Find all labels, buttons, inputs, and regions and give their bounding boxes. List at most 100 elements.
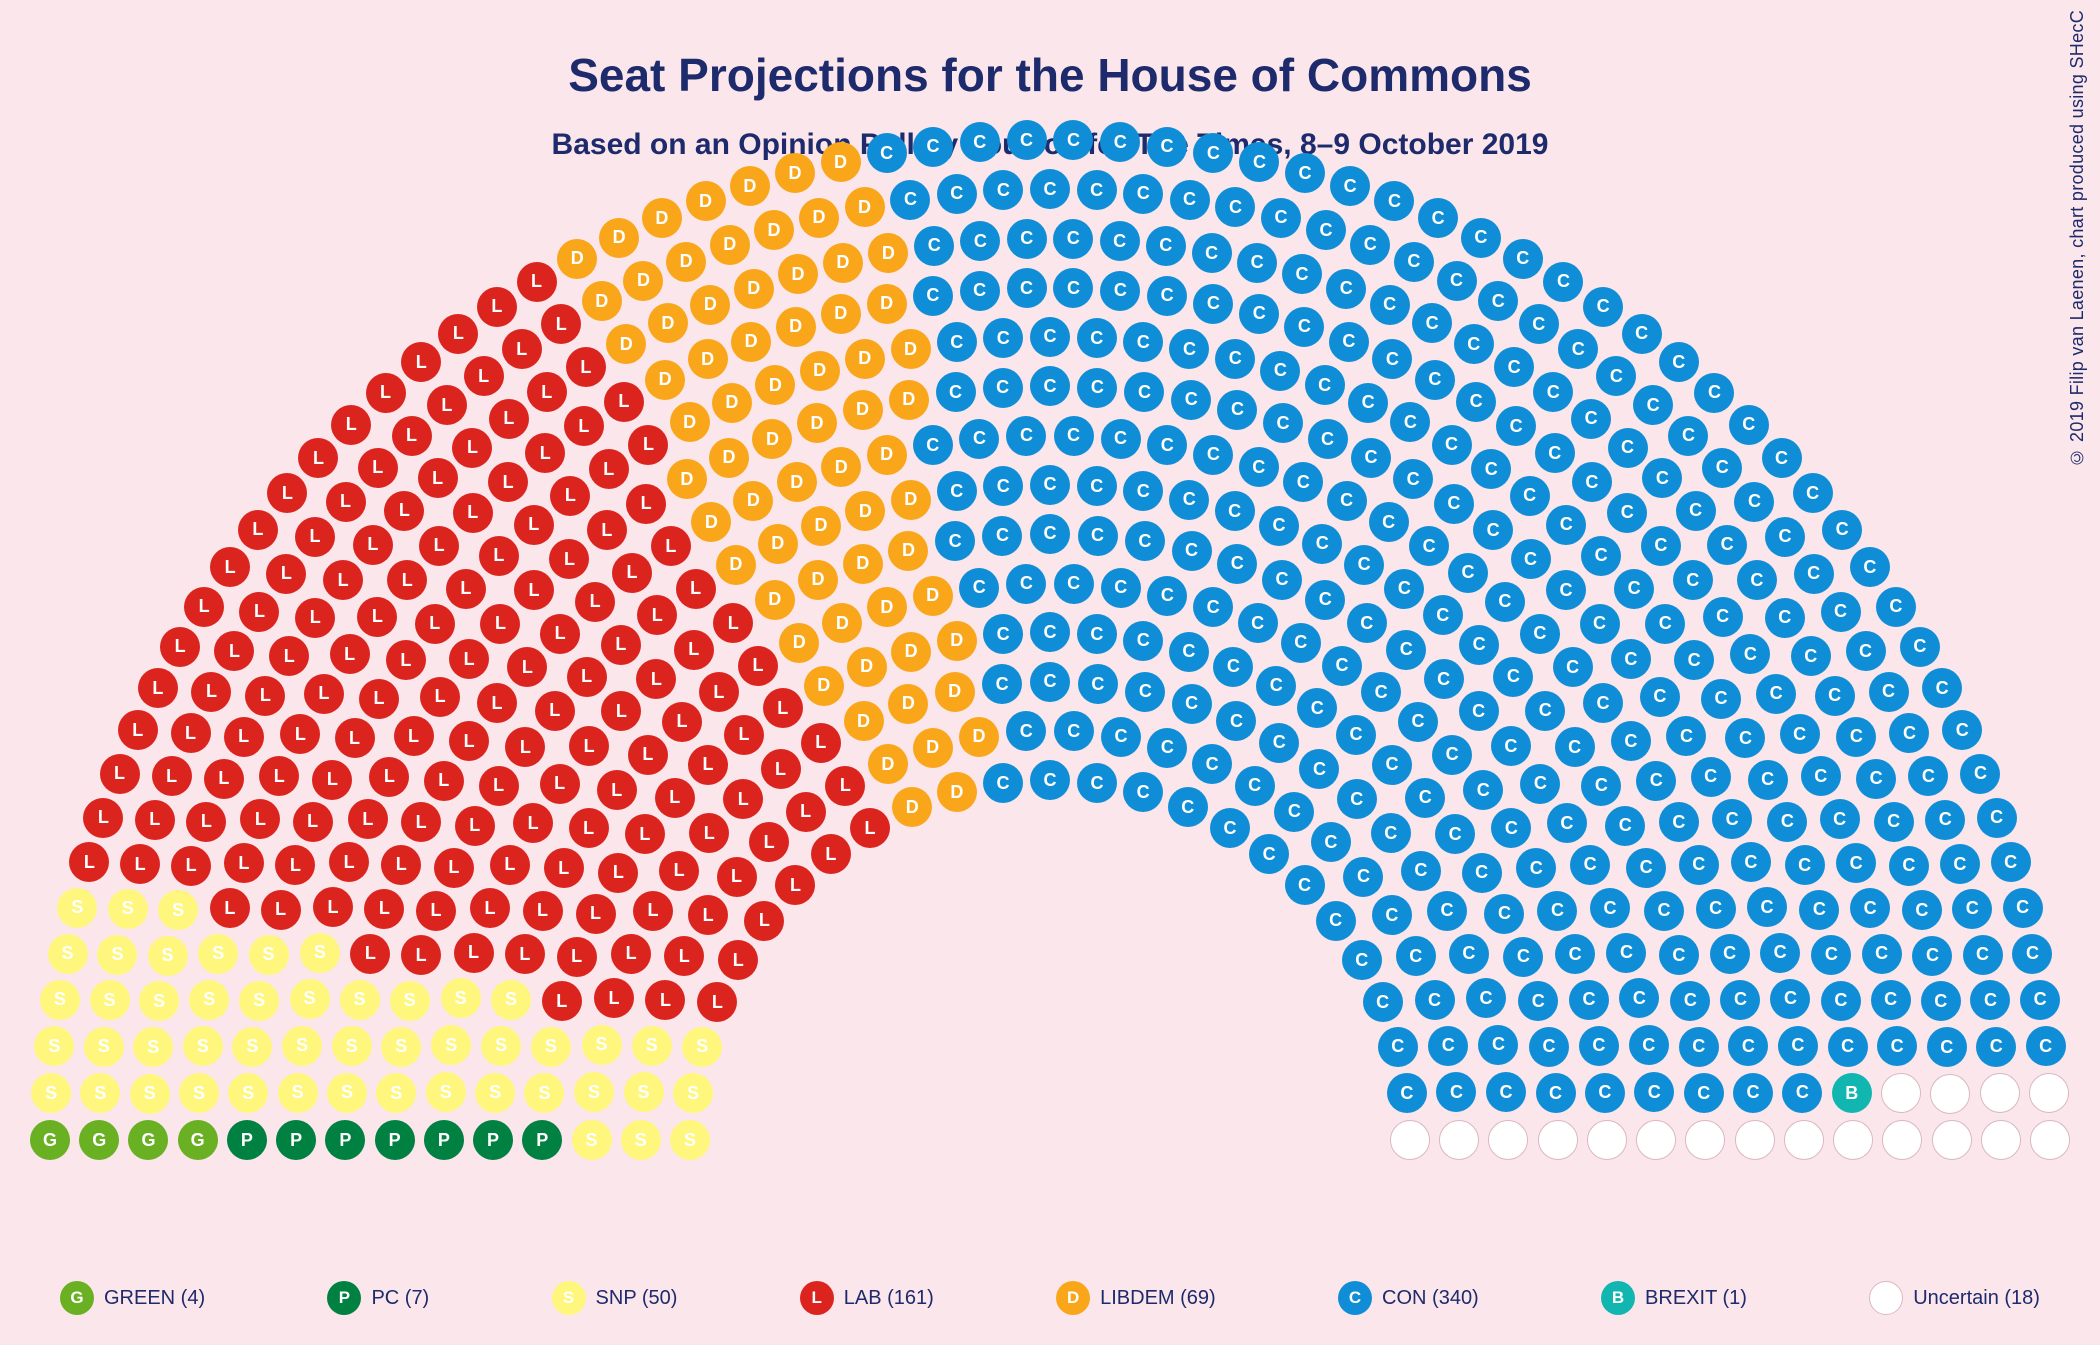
seat-con: C: [1520, 764, 1560, 804]
seat-lab: L: [100, 754, 140, 794]
seat-con: C: [1519, 304, 1559, 344]
seat-libdem: D: [801, 506, 841, 546]
legend-dot-pc: P: [327, 1281, 361, 1315]
seat-con: C: [1636, 761, 1676, 801]
seat-lab: L: [597, 770, 637, 810]
seat-lab: L: [446, 569, 486, 609]
seat-con: C: [1302, 524, 1342, 564]
seat-libdem: D: [845, 187, 885, 227]
seat-snp: S: [57, 888, 97, 928]
seat-lab: L: [384, 491, 424, 531]
seat-pc: P: [473, 1120, 513, 1160]
seat-lab: L: [171, 713, 211, 753]
seat-lab: L: [453, 493, 493, 533]
seat-con: C: [1370, 285, 1410, 325]
seat-con: C: [1579, 1026, 1619, 1066]
seat-con: C: [1581, 536, 1621, 576]
seat-con: C: [1432, 425, 1472, 465]
seat-libdem: D: [867, 284, 907, 324]
seat-lab: L: [505, 727, 545, 767]
seat-lab: L: [275, 845, 315, 885]
legend-item-libdem: DLIBDEM (69): [1056, 1281, 1216, 1315]
seat-lab: L: [280, 714, 320, 754]
seat-con: C: [1297, 688, 1337, 728]
seat-lab: L: [295, 517, 335, 557]
seat-snp: S: [670, 1120, 710, 1160]
seat-snp: S: [673, 1073, 713, 1113]
seat-lab: L: [401, 935, 441, 975]
seat-con: C: [1347, 603, 1387, 643]
seat-con: C: [1322, 646, 1362, 686]
seat-con: C: [1737, 560, 1777, 600]
seat-con: C: [1193, 133, 1233, 173]
seat-con: C: [1170, 180, 1210, 220]
seat-con: C: [1762, 438, 1802, 478]
seat-con: C: [1125, 672, 1165, 712]
legend-label-green: GREEN (4): [104, 1287, 205, 1310]
seat-lab: L: [348, 799, 388, 839]
seat-con: C: [1006, 416, 1046, 456]
seat-con: C: [1077, 466, 1117, 506]
seat-con: C: [1922, 668, 1962, 708]
seat-lab: L: [637, 595, 677, 635]
seat-con: C: [1387, 1073, 1427, 1113]
seat-libdem: D: [935, 672, 975, 712]
seat-lab: L: [850, 808, 890, 848]
seat-con: C: [1503, 239, 1543, 279]
seat-libdem: D: [937, 621, 977, 661]
seat-con: C: [1456, 382, 1496, 422]
seat-con: C: [959, 419, 999, 459]
seat-libdem: D: [666, 242, 706, 282]
seat-uncertain: [1538, 1120, 1578, 1160]
legend-label-uncertain: Uncertain (18): [1913, 1287, 2040, 1310]
seat-con: C: [1461, 218, 1501, 258]
seat-lab: L: [628, 735, 668, 775]
seat-snp: S: [133, 1027, 173, 1067]
seat-con: C: [1374, 181, 1414, 221]
seat-con: C: [1448, 553, 1488, 593]
seat-libdem: D: [868, 233, 908, 273]
seat-con: C: [1398, 702, 1438, 742]
seat-lab: L: [261, 890, 301, 930]
seat-con: C: [937, 322, 977, 362]
seat-snp: S: [198, 934, 238, 974]
seat-lab: L: [135, 800, 175, 840]
seat-con: C: [1435, 814, 1475, 854]
seat-lab: L: [566, 347, 606, 387]
seat-con: C: [1262, 560, 1302, 600]
seat-lab: L: [601, 625, 641, 665]
seat-snp: S: [189, 980, 229, 1020]
seat-lab: L: [517, 262, 557, 302]
seat-lab: L: [240, 799, 280, 839]
seat-con: C: [1518, 981, 1558, 1021]
seat-con: C: [1348, 383, 1388, 423]
seat-libdem: D: [937, 772, 977, 812]
seat-con: C: [1558, 329, 1598, 369]
seat-lab: L: [245, 676, 285, 716]
seat-con: C: [1583, 287, 1623, 327]
seat-con: C: [1529, 1027, 1569, 1067]
seat-libdem: D: [776, 307, 816, 347]
seat-con: C: [1213, 647, 1253, 687]
seat-lab: L: [540, 614, 580, 654]
seat-snp: S: [179, 1073, 219, 1113]
seat-libdem: D: [557, 239, 597, 279]
seat-con: C: [936, 372, 976, 412]
seat-lab: L: [160, 627, 200, 667]
seat-libdem: D: [755, 365, 795, 405]
seat-libdem: D: [798, 560, 838, 600]
seat-con: C: [1249, 834, 1289, 874]
seat-lab: L: [549, 539, 589, 579]
seat-con: C: [1596, 356, 1636, 396]
seat-lab: L: [587, 510, 627, 550]
seat-con: C: [1100, 271, 1140, 311]
seat-con: C: [1101, 717, 1141, 757]
legend-dot-uncertain: [1869, 1281, 1903, 1315]
seat-con: C: [1125, 521, 1165, 561]
seat-libdem: D: [716, 545, 756, 585]
seat-lab: L: [392, 416, 432, 456]
seat-libdem: D: [867, 435, 907, 475]
seat-con: C: [1261, 198, 1301, 238]
seat-lab: L: [369, 757, 409, 797]
seat-lab: L: [540, 764, 580, 804]
